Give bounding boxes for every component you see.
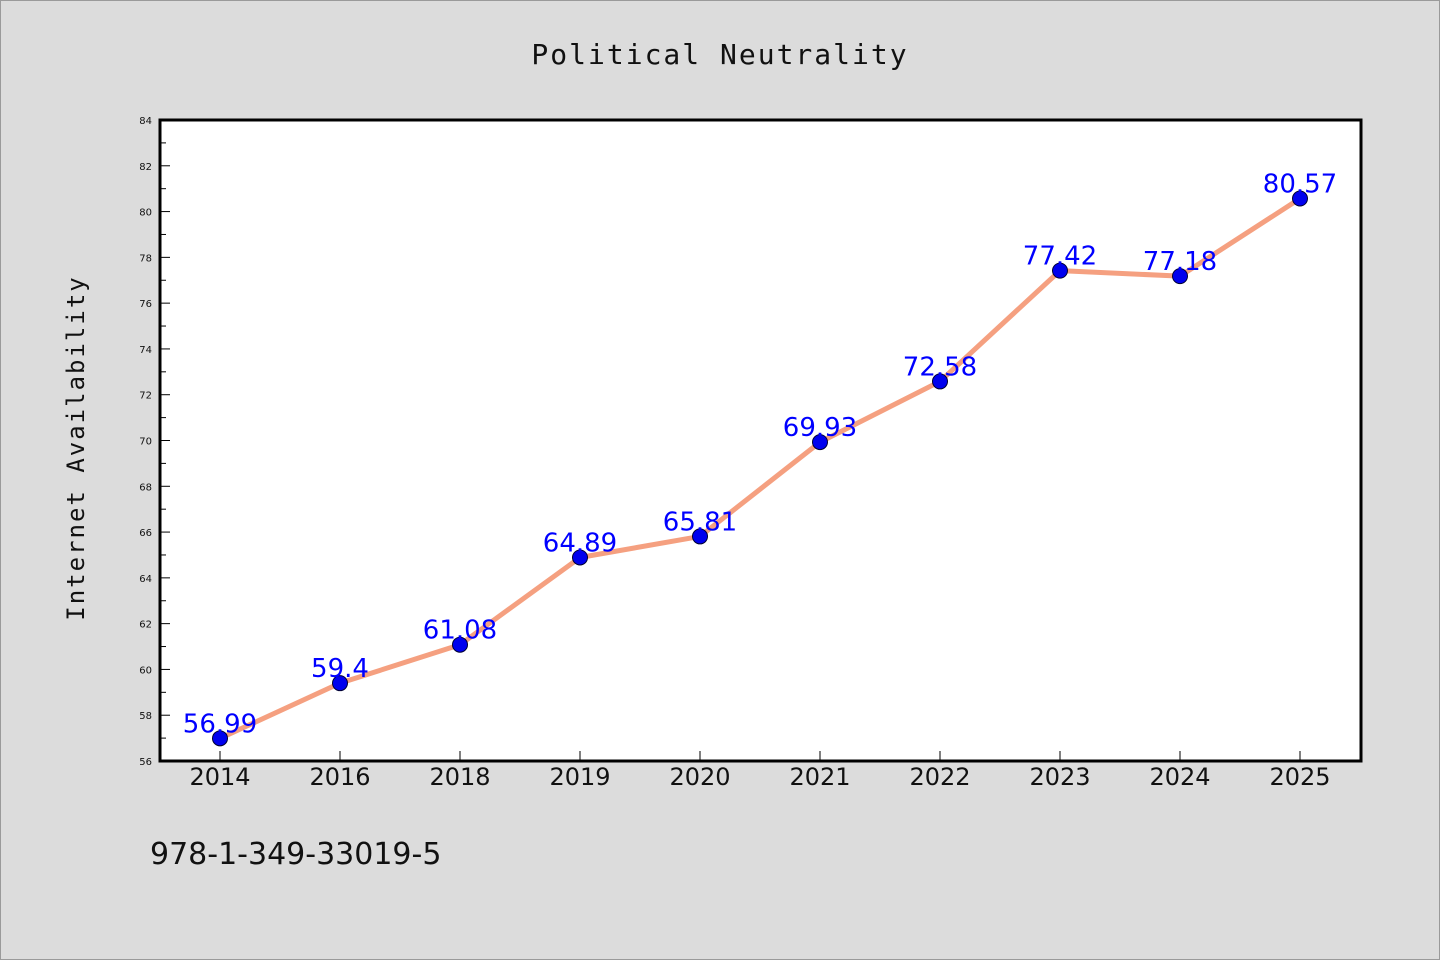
data-label: 64.89 [543, 528, 617, 558]
isbn-footer: 978-1-349-33019-5 [150, 837, 441, 872]
chart-title: Political Neutrality [531, 38, 908, 71]
data-point [692, 528, 708, 545]
data-point [452, 636, 468, 653]
x-tick-label: 2021 [789, 763, 850, 791]
data-point [932, 373, 948, 390]
data-point [1172, 268, 1188, 285]
y-tick-label: 66 [139, 528, 152, 539]
y-tick-label: 80 [139, 208, 152, 219]
data-label: 77.18 [1143, 247, 1217, 277]
data-label: 65.81 [663, 507, 737, 537]
x-tick-label: 2023 [1029, 763, 1090, 791]
y-axis: 56 58 60 62 64 66 68 70 72 74 76 78 80 82 84 [139, 116, 170, 768]
y-tick-label: 58 [139, 711, 152, 722]
data-point [812, 434, 828, 451]
data-label: 72.58 [903, 352, 977, 382]
y-tick-label: 72 [139, 391, 152, 402]
x-tick-label: 2019 [549, 763, 610, 791]
y-tick-label: 84 [139, 116, 152, 127]
data-point [1292, 190, 1308, 207]
series-layer: 56.99 59.4 61.08 64.89 65.81 69.93 72.58 77.42 7… [183, 170, 1337, 747]
data-label: 77.42 [1023, 242, 1097, 272]
y-tick-label: 76 [139, 299, 152, 310]
y-tick-label: 82 [139, 162, 152, 173]
x-axis: 2014 2016 2018 2019 2020 2021 2022 2023 2024 2025 [189, 751, 1331, 791]
data-label: 56.99 [183, 709, 257, 739]
series-line [217, 196, 1303, 741]
y-tick-label: 56 [139, 757, 152, 768]
y-tick-label: 70 [139, 437, 152, 448]
x-tick-label: 2024 [1149, 763, 1210, 791]
data-label: 59.4 [311, 654, 369, 684]
x-tick-label: 2020 [669, 763, 730, 791]
y-tick-label: 64 [139, 574, 152, 585]
data-point [1052, 262, 1068, 279]
data-point [212, 730, 228, 747]
y-tick-label: 78 [139, 253, 152, 264]
x-tick-label: 2016 [309, 763, 370, 791]
x-tick-label: 2018 [429, 763, 490, 791]
data-point [572, 549, 588, 566]
x-tick-label: 2022 [909, 763, 970, 791]
x-tick-label: 2025 [1269, 763, 1330, 791]
data-label: 61.08 [423, 616, 497, 646]
plot-area [158, 118, 1363, 763]
data-point [332, 675, 348, 692]
x-tick-label: 2014 [189, 763, 250, 791]
data-label: 80.57 [1263, 170, 1337, 200]
y-tick-label: 60 [139, 665, 152, 676]
y-axis-label: Internet Availability [62, 275, 90, 620]
y-tick-label: 62 [139, 620, 152, 631]
y-tick-label: 74 [139, 345, 152, 356]
data-label: 69.93 [783, 413, 857, 443]
y-tick-label: 68 [139, 482, 152, 493]
